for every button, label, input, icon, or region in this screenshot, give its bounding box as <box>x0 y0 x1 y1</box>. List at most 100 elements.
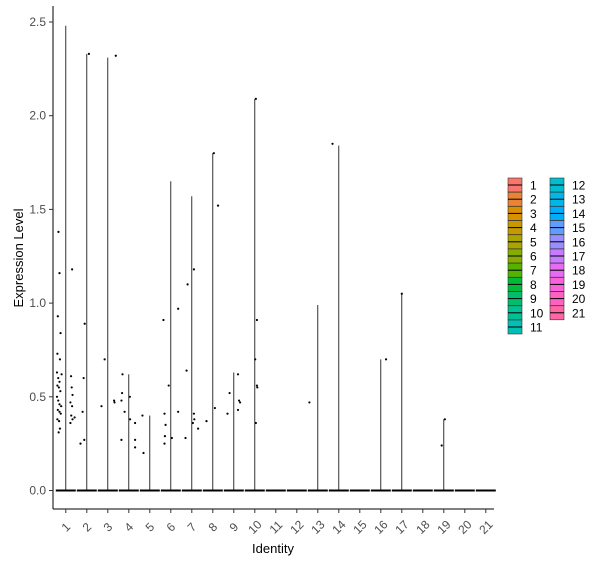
data-point <box>113 399 116 402</box>
legend-label: 20 <box>572 292 586 306</box>
data-point <box>128 418 132 421</box>
data-point <box>70 386 73 389</box>
data-point <box>57 399 60 402</box>
data-point <box>254 97 257 100</box>
x-tick-label: 6 <box>164 520 179 535</box>
legend-label: 19 <box>572 278 586 292</box>
data-point <box>120 399 123 402</box>
violin-6 <box>160 181 181 492</box>
legend-item-20: 20 <box>549 291 586 306</box>
data-point <box>185 369 188 372</box>
data-point <box>256 386 259 389</box>
data-point <box>237 399 241 402</box>
legend-label: 11 <box>530 321 543 335</box>
data-point <box>191 421 194 425</box>
data-point <box>226 412 229 415</box>
legend-item-5: 5 <box>507 234 537 249</box>
violin-9 <box>223 372 244 492</box>
legend-label: 10 <box>530 306 544 320</box>
legend-item-2: 2 <box>507 191 537 207</box>
data-point <box>55 395 59 398</box>
data-point <box>213 406 216 410</box>
y-tick-label: 0.5 <box>29 390 46 404</box>
legend-item-7: 7 <box>507 262 537 278</box>
x-tick-label: 12 <box>287 517 307 537</box>
data-point <box>83 438 86 442</box>
legend-label: 8 <box>530 278 537 292</box>
data-point <box>87 52 90 55</box>
data-point <box>197 427 200 430</box>
violin-3 <box>97 54 118 492</box>
data-point <box>120 391 124 395</box>
x-tick-label: 15 <box>350 517 370 537</box>
data-point <box>82 376 85 380</box>
x-tick-label: 17 <box>392 517 412 537</box>
legend-label: 3 <box>530 207 537 221</box>
data-point <box>184 436 187 440</box>
x-tick-label: 7 <box>185 520 200 535</box>
legend-item-13: 13 <box>549 191 586 207</box>
data-point <box>177 410 180 413</box>
x-tick-label: 4 <box>122 520 137 535</box>
legend-item-10: 10 <box>507 305 544 320</box>
violin-2 <box>76 52 97 492</box>
legend-item-6: 6 <box>507 248 537 264</box>
violin-16 <box>370 358 391 492</box>
y-tick-label: 2.0 <box>29 109 46 123</box>
legend-item-16: 16 <box>549 234 586 249</box>
data-point <box>186 283 189 286</box>
legend-label: 7 <box>530 264 537 278</box>
legend-item-12: 12 <box>549 177 586 193</box>
data-point <box>236 373 240 376</box>
data-point <box>141 414 144 417</box>
data-point <box>70 414 73 417</box>
data-point <box>57 386 60 389</box>
legend-label: 6 <box>530 250 537 264</box>
data-point <box>212 152 215 155</box>
legend-label: 2 <box>530 193 537 207</box>
data-point <box>254 358 257 361</box>
legend-label: 14 <box>572 207 586 221</box>
data-point <box>56 352 59 355</box>
x-tick-label: 14 <box>329 517 349 537</box>
data-point <box>71 405 74 408</box>
y-tick-label: 1.0 <box>29 296 46 310</box>
data-point <box>255 384 258 387</box>
x-tick-label: 19 <box>434 517 454 537</box>
data-point <box>59 412 62 415</box>
data-point <box>134 421 137 425</box>
data-point <box>308 401 311 404</box>
data-point <box>81 410 84 413</box>
legend-label: 13 <box>572 193 586 207</box>
data-point <box>58 403 61 406</box>
data-point <box>59 390 62 393</box>
legend-item-15: 15 <box>549 220 586 235</box>
data-point <box>170 436 173 440</box>
x-tick-label: 10 <box>245 517 265 537</box>
x-tick-label: 3 <box>101 520 116 535</box>
data-point <box>193 418 196 421</box>
data-point <box>440 444 443 447</box>
data-point <box>164 423 167 427</box>
data-point <box>60 405 63 408</box>
data-point <box>134 438 137 442</box>
data-point <box>192 268 195 271</box>
data-point <box>60 373 63 376</box>
x-tick-label: 11 <box>267 518 286 537</box>
violin-5 <box>139 414 160 492</box>
data-point <box>192 412 195 415</box>
x-tick-label: 5 <box>143 520 158 535</box>
data-point <box>56 315 59 318</box>
data-point <box>58 380 61 383</box>
legend-item-17: 17 <box>549 248 586 264</box>
data-point <box>55 371 59 374</box>
legend-item-4: 4 <box>507 220 537 235</box>
data-point <box>443 418 446 421</box>
y-tick-label: 1.5 <box>29 202 46 216</box>
data-point <box>57 230 60 233</box>
legend-label: 4 <box>530 221 537 235</box>
data-point <box>162 318 165 322</box>
legend-label: 21 <box>572 306 586 320</box>
